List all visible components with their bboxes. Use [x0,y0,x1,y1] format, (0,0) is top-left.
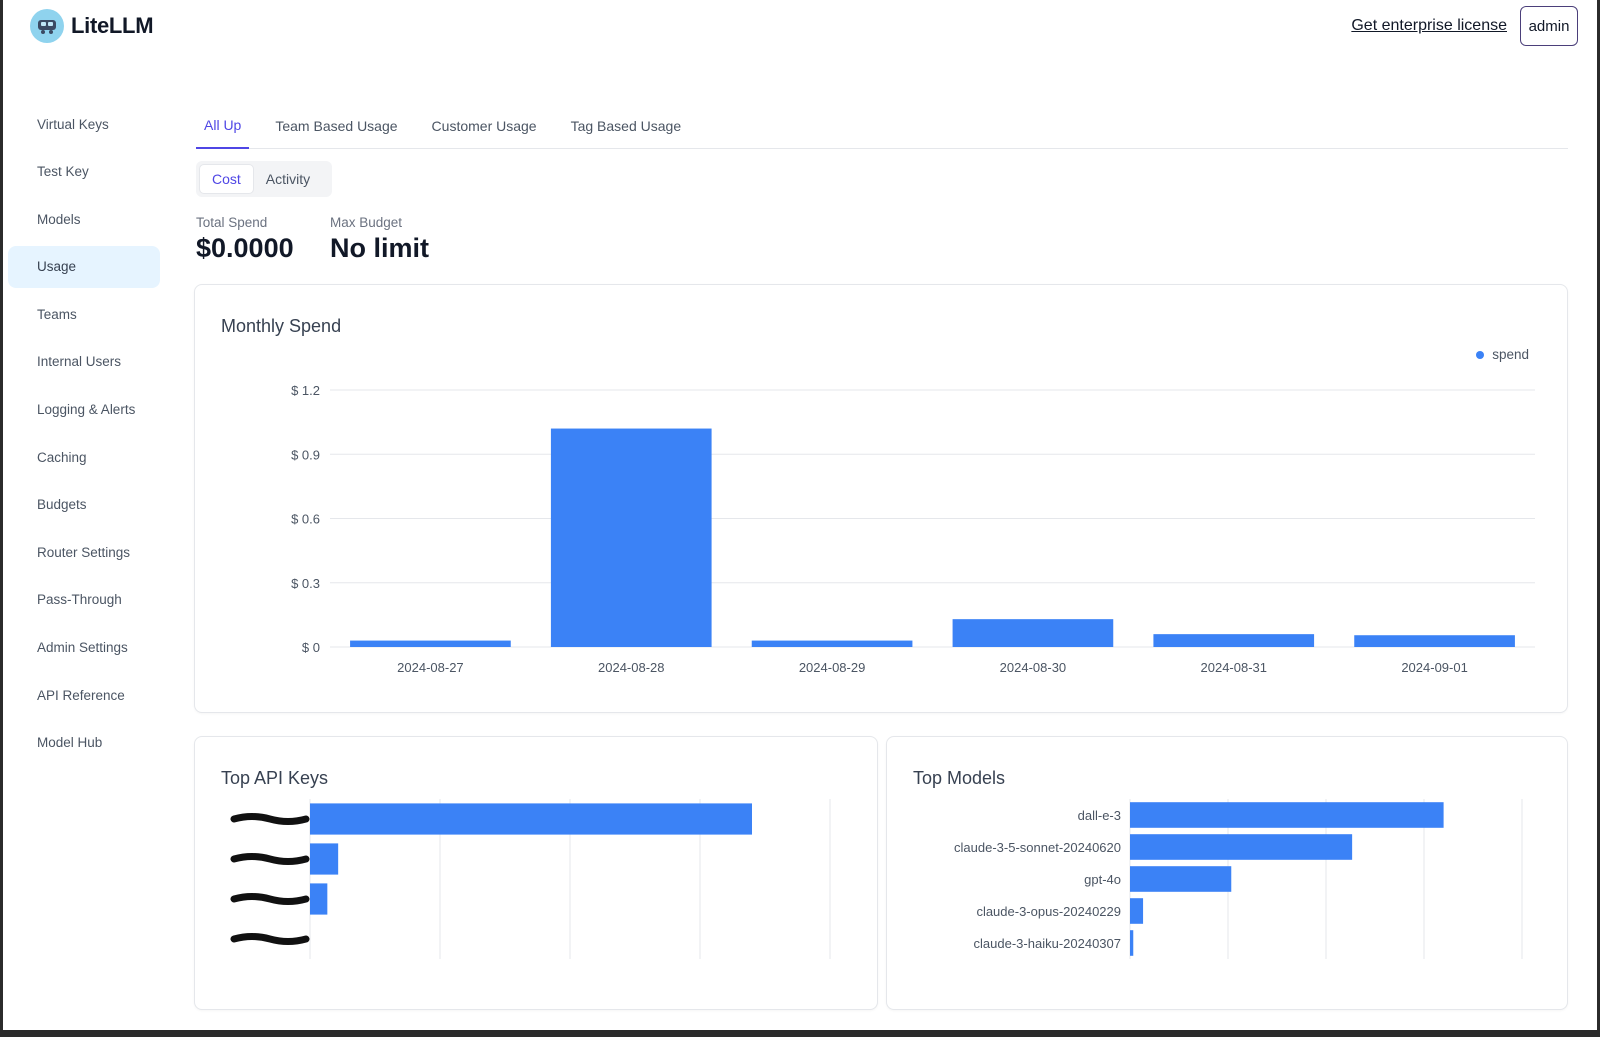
sidebar-item-label: Models [37,211,81,227]
total-spend-value: $0.0000 [196,233,294,263]
y-category-label: gpt-4o [1084,872,1121,887]
spend-bar [350,640,511,647]
max-budget-label: Max Budget [330,215,403,230]
sidebar-item-label: API Reference [37,687,125,703]
sidebar-item-pass-through[interactable]: Pass-Through [8,579,160,621]
top-api-keys-chart [230,799,831,959]
monthly-spend-chart: $ 0 $ 0.3 $ 0.6 $ 0.9 $ 1.2 2024-08-27 2024-08… [291,383,1535,675]
activity-toggle-button[interactable]: Activity [265,171,311,187]
x-tick-label: 2024-08-27 [397,660,464,675]
horizontal-bar [1130,866,1232,892]
y-category-label: dall-e-3 [1078,808,1121,823]
x-tick-label: 2024-08-30 [1000,660,1067,675]
y-tick-label: $ 0 [302,640,320,655]
sidebar-item-model-hub[interactable]: Model Hub [8,722,160,764]
redaction-mark [230,813,310,825]
horizontal-bar [310,803,752,835]
redaction-mark [230,893,310,905]
sidebar-item-label: Logging & Alerts [37,402,136,418]
total-spend-metric: Total Spend $0.0000 [196,215,294,264]
usage-tabs: All Up Team Based Usage Customer Usage T… [196,103,1568,149]
horizontal-bar [1130,898,1144,924]
sidebar-item-teams[interactable]: Teams [8,293,160,335]
top-api-keys-card: Top API Keys [194,736,878,1010]
redaction-mark [230,853,310,865]
horizontal-bar [310,883,328,915]
horizontal-bar [1130,802,1444,828]
top-models-card: Top Models dall-e-3 claude-3-5-sonnet-202… [886,736,1568,1010]
sidebar-item-caching[interactable]: Caching [8,436,160,478]
y-tick-label: $ 0.3 [291,576,320,591]
tab-team-based-usage[interactable]: Team Based Usage [275,118,398,134]
monthly-spend-title: Monthly Spend [221,316,342,336]
x-tick-label: 2024-09-01 [1401,660,1468,675]
sidebar-item-internal-users[interactable]: Internal Users [8,341,160,383]
chart-legend[interactable]: spend [1476,347,1529,362]
x-tick-label: 2024-08-31 [1201,660,1268,675]
max-budget-value: No limit [330,233,429,263]
legend-dot-icon [1476,350,1485,359]
tab-tag-based-usage[interactable]: Tag Based Usage [570,118,682,134]
y-tick-label: $ 1.2 [291,383,320,398]
user-menu-button[interactable]: admin [1520,6,1578,46]
tab-customer-usage[interactable]: Customer Usage [431,118,537,134]
top-models-chart: dall-e-3 claude-3-5-sonnet-20240620 gpt-4o… [954,799,1523,959]
sidebar-item-label: Internal Users [37,354,122,370]
x-tick-label: 2024-08-28 [598,660,665,675]
sidebar-item-router-settings[interactable]: Router Settings [8,531,160,573]
tab-all-up[interactable]: All Up [196,103,250,149]
y-tick-label: $ 0.6 [291,512,320,527]
logo-train-icon [30,9,64,43]
sidebar-item-api-reference[interactable]: API Reference [8,674,160,716]
app-logo[interactable]: LiteLLM [30,9,154,43]
legend-label: spend [1492,347,1529,362]
spend-bar [952,619,1114,647]
app-window: LiteLLM Get enterprise license admin Vir… [3,0,1597,1030]
sidebar-item-virtual-keys[interactable]: Virtual Keys [8,103,160,145]
app-name: LiteLLM [71,13,154,38]
max-budget-metric: Max Budget No limit [330,215,429,264]
total-spend-label: Total Spend [196,215,268,230]
top-api-keys-title: Top API Keys [221,768,329,788]
sidebar-item-label: Teams [37,306,77,322]
sidebar-item-label: Test Key [37,164,89,180]
sidebar-item-label: Budgets [37,497,87,513]
top-models-title: Top Models [913,768,1006,788]
sidebar-item-label: Router Settings [37,544,131,560]
enterprise-license-link[interactable]: Get enterprise license [1351,17,1507,34]
sidebar-item-logging-alerts[interactable]: Logging & Alerts [8,389,160,431]
cost-toggle-button[interactable]: Cost [199,164,254,194]
spend-bar [1354,635,1515,647]
y-category-label: claude-3-haiku-20240307 [974,936,1121,951]
sidebar-item-budgets[interactable]: Budgets [8,484,160,526]
y-category-label: claude-3-5-sonnet-20240620 [954,840,1121,855]
sidebar-item-label: Pass-Through [37,592,122,608]
sidebar-nav: Virtual Keys Test Key Models Usage Teams… [8,103,160,769]
y-category-label: claude-3-opus-20240229 [976,904,1121,919]
spend-bar [550,428,712,647]
sidebar-item-models[interactable]: Models [8,198,160,240]
redaction-mark [230,933,310,945]
y-tick-label: $ 0.9 [291,447,320,462]
spend-bar [751,640,913,647]
sidebar-item-label: Model Hub [37,735,103,751]
sidebar-item-label: Usage [37,259,77,275]
sidebar-item-admin-settings[interactable]: Admin Settings [8,627,160,669]
sidebar-item-label: Virtual Keys [37,116,109,132]
spend-bar [1153,634,1315,647]
sidebar-item-label: Caching [37,449,87,465]
horizontal-bar [1130,930,1134,956]
sidebar-item-test-key[interactable]: Test Key [8,151,160,193]
horizontal-bar [1130,834,1353,860]
sidebar-item-usage[interactable]: Usage [8,245,160,288]
x-tick-label: 2024-08-29 [799,660,866,675]
sidebar-item-label: Admin Settings [37,640,128,656]
monthly-spend-card: Monthly Spend spend $ 0 $ 0.3 $ 0.6 $ 0.9 $ … [194,284,1568,713]
horizontal-bar [310,843,339,875]
cost-activity-toggle: Cost Activity [196,161,332,197]
